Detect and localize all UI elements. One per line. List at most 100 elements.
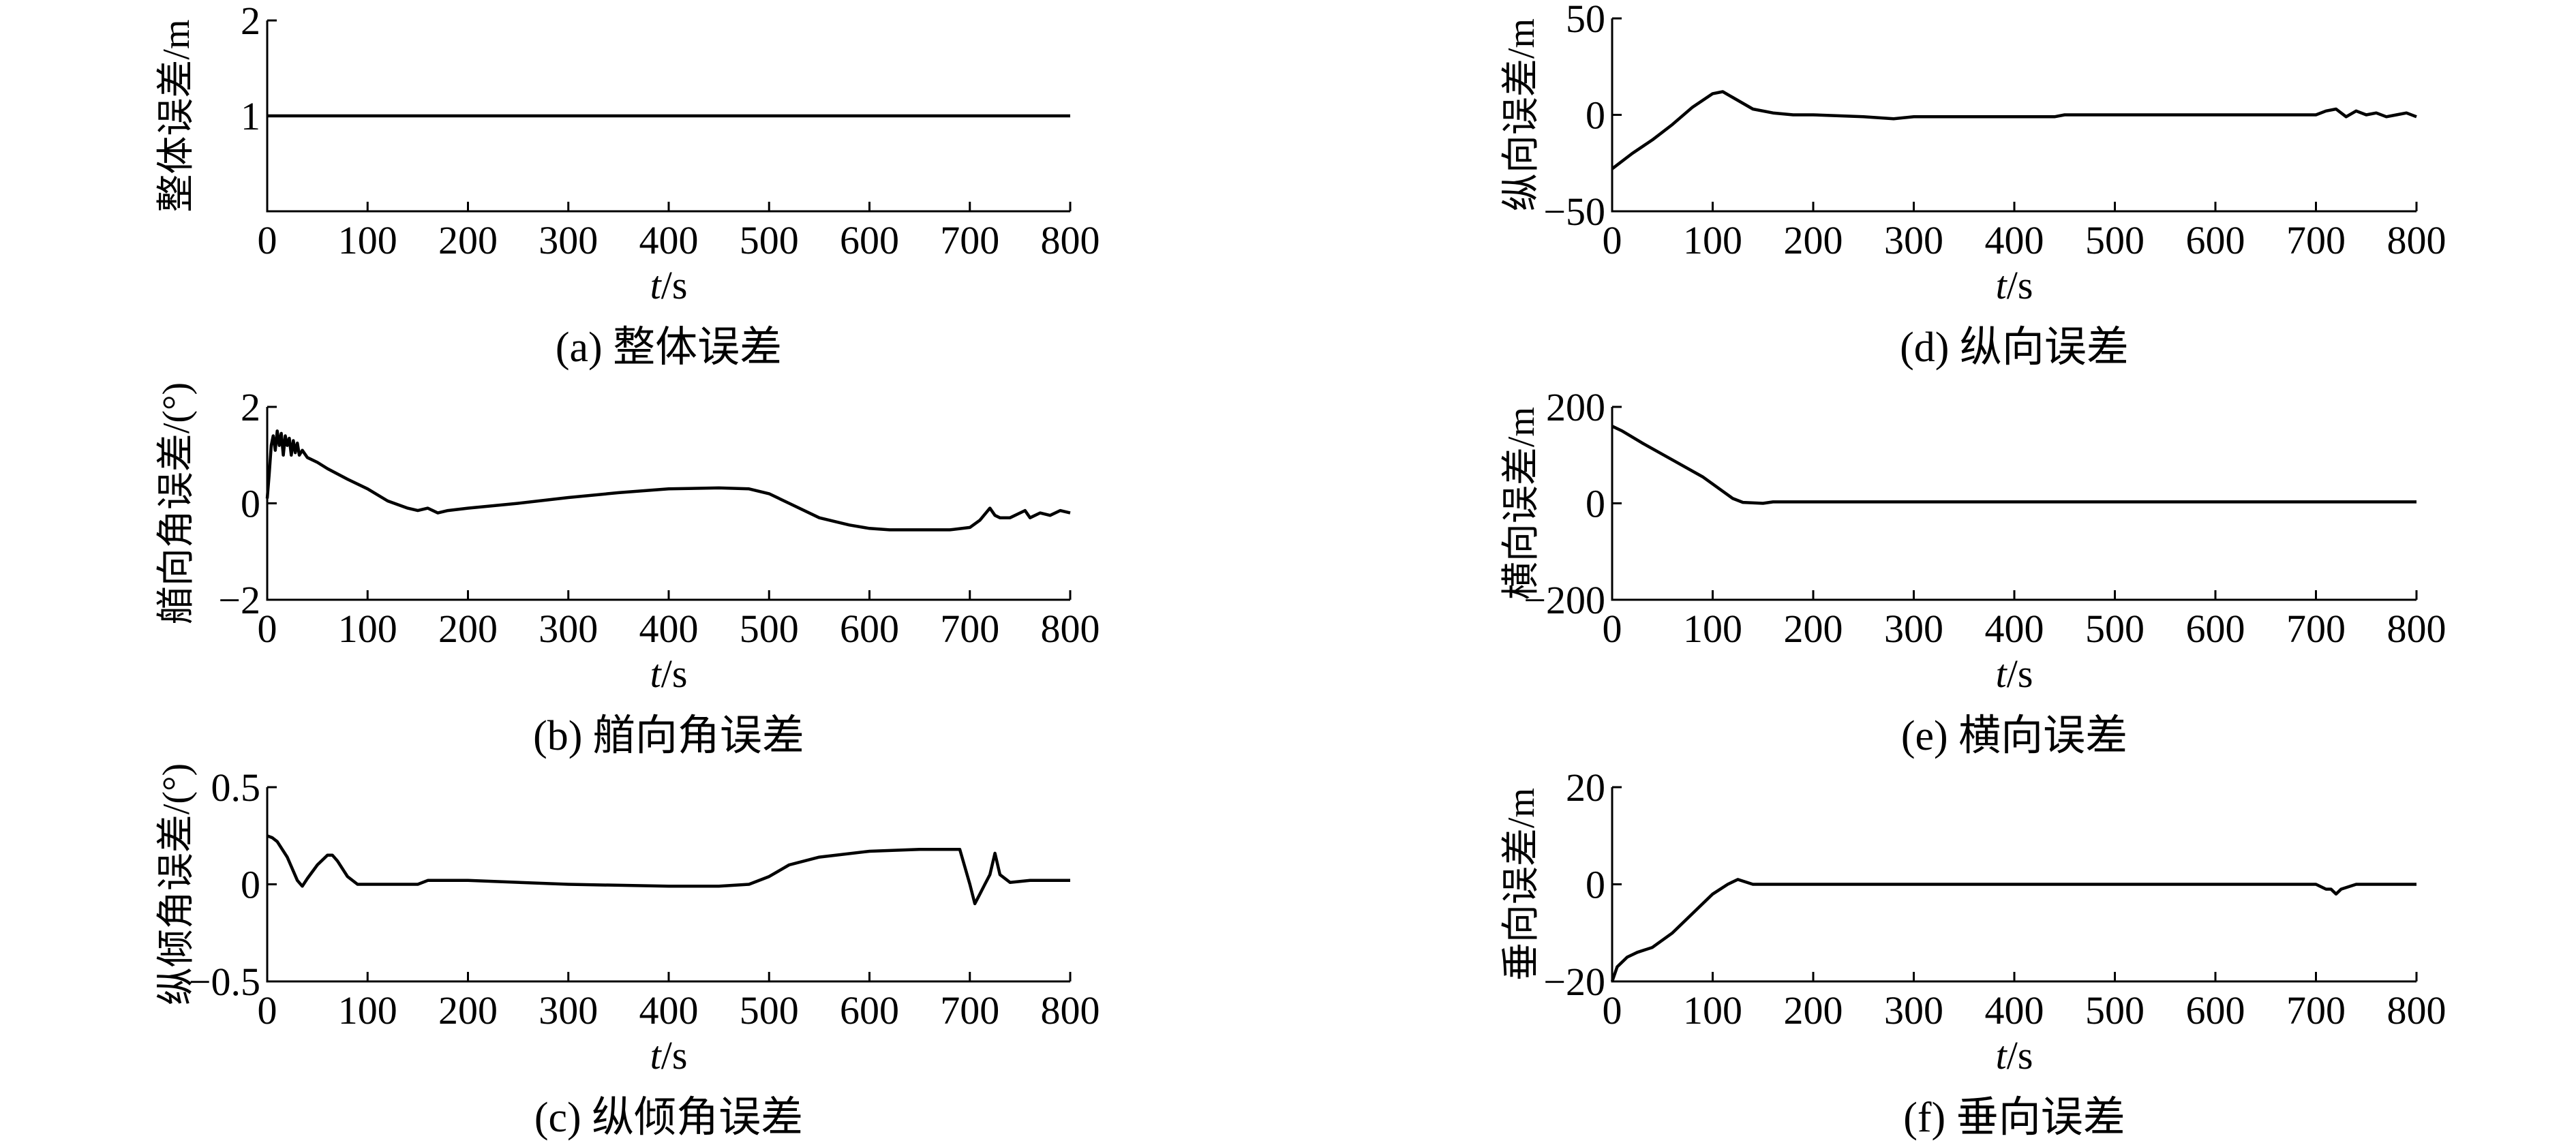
x-tick-label: 200 (438, 607, 498, 651)
x-tick-label: 200 (438, 988, 498, 1033)
x-axis-label: t/s (650, 1033, 688, 1078)
x-tick-label: 700 (2286, 988, 2346, 1033)
x-tick-label: 700 (2286, 607, 2346, 651)
x-tick-label: 500 (740, 988, 799, 1033)
x-tick-label: 0 (258, 218, 277, 262)
x-tick-label: 600 (2186, 607, 2245, 651)
x-axis-label-var: t (650, 652, 663, 696)
x-tick-label: 300 (539, 218, 598, 262)
x-tick-label: 600 (2186, 988, 2245, 1033)
x-axis-label: t/s (1996, 1033, 2033, 1078)
x-axis-label-unit: /s (661, 652, 688, 696)
x-tick-label: 700 (2286, 218, 2346, 262)
x-tick-label: 500 (2085, 607, 2145, 651)
x-tick-label: 600 (2186, 218, 2245, 262)
x-axis-label-unit: /s (661, 263, 688, 307)
panel-caption: (d) 纵向误差 (1900, 324, 2129, 371)
x-tick-label: 400 (1985, 607, 2044, 651)
y-tick-label: −0.5 (189, 960, 260, 1004)
panel-caption: (e) 横向误差 (1901, 713, 2127, 759)
x-tick-label: 400 (639, 218, 699, 262)
x-axis-label-unit: /s (661, 1033, 688, 1078)
y-tick-label: 0 (241, 863, 260, 907)
y-axis-label: 横向误差/m (1500, 407, 1543, 600)
x-tick-label: 200 (438, 218, 498, 262)
y-tick-label: 50 (1566, 0, 1605, 41)
x-tick-label: 500 (740, 218, 799, 262)
y-tick-label: 20 (1566, 765, 1605, 810)
y-tick-label: −200 (1524, 578, 1605, 622)
y-axis-label: 艏向角误差/(°) (155, 382, 198, 624)
chart-panel-c: 0 100 200 300 400 500 600 700 800−0.500.5纵倾角误差/(… (155, 763, 1100, 1141)
x-tick-label: 600 (840, 218, 899, 262)
series-line (1611, 90, 2417, 170)
panel-caption: (b) 艏向角误差 (533, 713, 804, 759)
y-axis-label: 垂向误差/m (1500, 788, 1543, 981)
x-axis-label-var: t (1996, 1033, 2008, 1078)
x-tick-label: 800 (1041, 988, 1100, 1033)
x-tick-label: 200 (1784, 218, 1843, 262)
x-tick-label: 300 (539, 988, 598, 1033)
y-tick-label: 0 (1586, 482, 1605, 526)
x-tick-label: 200 (1784, 607, 1843, 651)
series-line (265, 429, 1071, 532)
x-axis-label-var: t (1996, 263, 2008, 307)
x-tick-label: 500 (2085, 988, 2145, 1033)
x-axis-label: t/s (1996, 652, 2033, 696)
x-tick-label: 0 (1603, 988, 1622, 1033)
x-tick-label: 100 (1683, 988, 1742, 1033)
y-axis-label: 纵倾角误差/(°) (155, 763, 198, 1005)
series-line (1610, 878, 2416, 982)
x-tick-label: 800 (1041, 607, 1100, 651)
series-line (1611, 425, 2416, 505)
x-tick-label: 100 (338, 988, 397, 1033)
x-tick-label: 400 (1985, 218, 2044, 262)
x-axis-label-var: t (1996, 652, 2008, 696)
y-tick-label: 0 (1586, 93, 1605, 138)
x-tick-label: 100 (1683, 607, 1742, 651)
x-tick-label: 800 (2387, 607, 2446, 651)
panel-caption: (c) 纵倾角误差 (534, 1095, 803, 1141)
x-tick-label: 600 (840, 607, 899, 651)
y-axis-label: 整体误差/m (155, 19, 198, 212)
y-tick-label: 2 (241, 385, 260, 429)
y-tick-label: 2 (241, 0, 260, 43)
x-tick-label: 800 (2387, 988, 2446, 1033)
x-axis-label-unit: /s (2007, 1033, 2033, 1078)
x-tick-label: 200 (1784, 988, 1843, 1033)
x-tick-label: 400 (639, 607, 699, 651)
x-tick-label: 100 (1683, 218, 1742, 262)
x-tick-label: 800 (2387, 218, 2446, 262)
y-tick-label: 0 (1586, 863, 1605, 907)
y-tick-label: −20 (1543, 960, 1605, 1004)
x-tick-label: 0 (258, 988, 277, 1033)
x-tick-label: 300 (1884, 218, 1943, 262)
y-tick-label: −50 (1543, 189, 1605, 234)
x-axis-label: t/s (650, 263, 688, 307)
panel-caption: (a) 整体误差 (556, 324, 782, 371)
series-line (267, 834, 1070, 906)
axes-frame (266, 407, 1070, 601)
x-tick-label: 700 (940, 607, 999, 651)
x-tick-label: 400 (1985, 988, 2044, 1033)
y-axis-label: 纵向误差/m (1500, 18, 1543, 211)
x-axis-label: t/s (1996, 263, 2033, 307)
chart-panel-a: 0 100 200 300 400 500 600 700 800 1 2 整体误差/m t/s (a) … (155, 0, 1100, 371)
x-tick-label: 0 (1603, 218, 1622, 262)
x-tick-label: 100 (338, 607, 397, 651)
chart-panel-b: 0 100 200 300 400 500 600 700 800−202艏向角误差/(°)t/… (155, 382, 1100, 759)
panel-caption: (f) 垂向误差 (1903, 1095, 2125, 1141)
y-tick-label: −2 (218, 578, 260, 622)
x-axis-label: t/s (650, 652, 688, 696)
x-axis-label-unit: /s (2007, 263, 2033, 307)
x-tick-label: 400 (639, 988, 699, 1033)
y-tick-label: 200 (1546, 385, 1605, 429)
x-tick-label: 300 (1884, 988, 1943, 1033)
x-tick-label: 300 (1884, 607, 1943, 651)
y-tick-label: 0.5 (211, 765, 261, 810)
x-tick-label: 500 (2085, 218, 2145, 262)
x-tick-label: 500 (740, 607, 799, 651)
x-tick-label: 0 (258, 607, 277, 651)
x-tick-label: 0 (1603, 607, 1622, 651)
